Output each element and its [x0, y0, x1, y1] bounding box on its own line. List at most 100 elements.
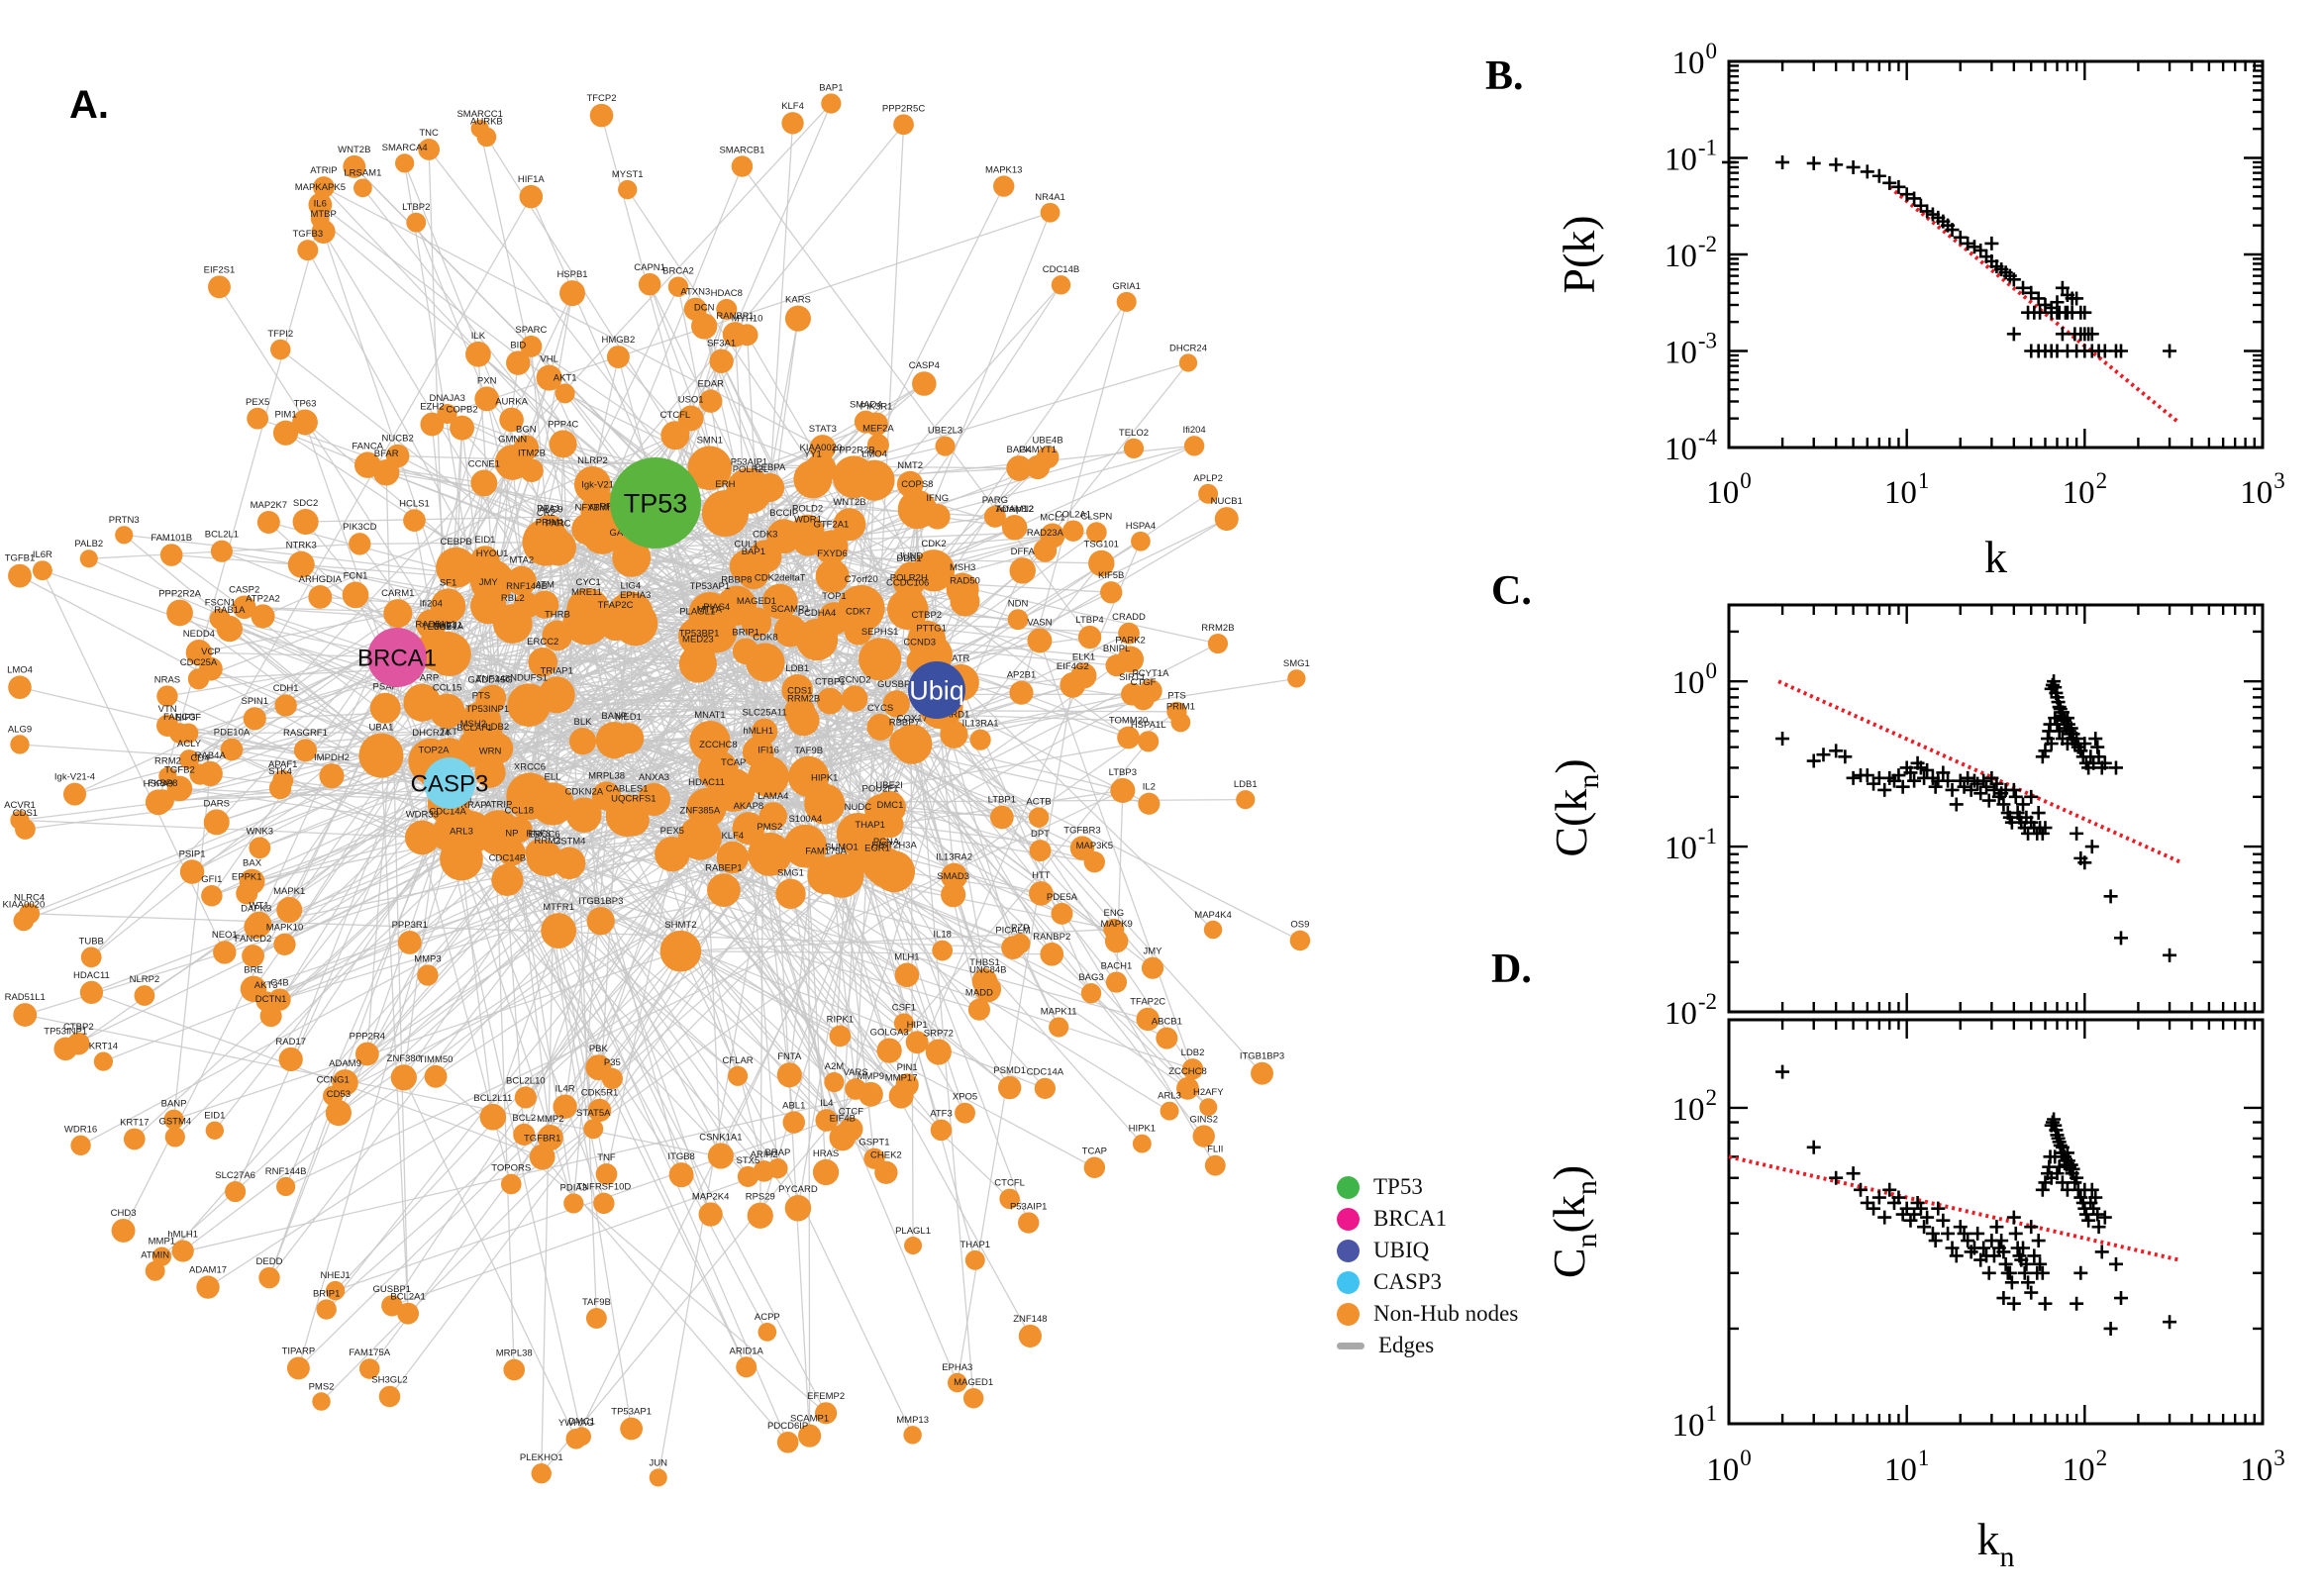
gene-node-label: EZH2 [420, 402, 444, 413]
gene-node-label: SF3A1 [707, 339, 736, 349]
svg-text:100: 100 [1706, 468, 1752, 511]
non-hub-node [903, 1426, 922, 1445]
gene-node-label: IL13RA2 [936, 852, 972, 863]
legend-label-ubiq: UBIQ [1373, 1238, 1430, 1262]
gene-node-label: TFAP2C [1130, 997, 1165, 1008]
gene-node-label: BCL2 [512, 1113, 536, 1124]
non-hub-node [941, 862, 968, 890]
non-hub-node [541, 913, 576, 948]
gene-node-label: PRIM1 [536, 517, 564, 528]
gene-node-label: ARID1A [730, 1346, 764, 1356]
gene-node-label: VASN [1027, 618, 1052, 629]
non-hub-node [1123, 438, 1145, 458]
non-hub-node [815, 1109, 839, 1132]
gene-node-label: PIM1 [274, 410, 296, 421]
non-hub-node [312, 1392, 331, 1411]
non-hub-node [500, 1173, 522, 1195]
non-hub-node [983, 505, 1006, 528]
non-hub-node [1138, 731, 1160, 752]
gene-node-label: KRT17 [120, 1118, 149, 1129]
gene-node-label: MADD [965, 988, 993, 999]
gene-node-label: DAPK3 [241, 904, 271, 915]
gene-node-label: BRE [244, 965, 263, 976]
non-hub-node [854, 410, 877, 434]
gene-node-label: GSTM4 [554, 837, 586, 848]
gene-node-label: CYCS [867, 703, 893, 714]
gene-node-label: RPS29 [746, 1192, 775, 1203]
gene-node-label: ABCB1 [1152, 1017, 1182, 1028]
gene-node-label: SCAMP1 [771, 604, 810, 615]
gene-node-label: ERCC6 [528, 830, 559, 841]
gene-node-label: TOP1 [822, 591, 847, 602]
non-hub-node [492, 604, 533, 644]
non-hub-node [677, 816, 722, 860]
gene-node-label: CDK2deltaT [755, 573, 806, 584]
gene-node-label: CCL15 [433, 682, 462, 693]
non-hub-node [758, 1323, 777, 1342]
gene-node-label: CDC14A [1027, 1067, 1064, 1078]
gene-node-label: CRADD [1112, 612, 1146, 623]
non-hub-node [1007, 609, 1029, 631]
scatter-points [1775, 1064, 2177, 1336]
gene-node-label: MNAT1 [694, 710, 726, 721]
non-hub-node [343, 154, 366, 178]
gene-node-label: PMS2 [757, 822, 782, 833]
gene-node-label: PTS [1167, 691, 1185, 702]
non-hub-node [748, 832, 792, 876]
gene-node-label: CDK3 [753, 529, 777, 540]
tick-labels: 100 101 102 103 100 10-1 10-2 10-3 10-4 [1665, 39, 2285, 511]
gene-node-label: Ifi204 [1182, 425, 1205, 436]
non-hub-node [519, 184, 544, 209]
non-hub-node [10, 735, 30, 754]
gene-node-label: NLRP2 [130, 974, 160, 985]
non-hub-node [649, 1468, 667, 1487]
gene-node-label: CHEK2 [870, 1150, 902, 1161]
non-hub-node [349, 533, 371, 555]
gene-node-label: HIP1 [907, 1020, 928, 1031]
gene-node-label: TRIAP1 [541, 665, 573, 676]
gene-node-label: PRTN3 [109, 515, 140, 526]
gene-node-label: JMY [479, 577, 499, 588]
non-hub-node [1001, 515, 1028, 541]
non-hub-node [573, 465, 612, 504]
non-hub-node [1118, 622, 1140, 645]
non-hub-node [115, 526, 134, 545]
gene-node-label: CEBPB [441, 537, 472, 548]
non-hub-node [866, 434, 889, 456]
gene-node-label: UNC84B [969, 965, 1007, 976]
non-hub-node [589, 103, 614, 128]
gene-node-label: XRCC6 [514, 762, 546, 773]
gene-node-label: UBA1 [369, 723, 394, 734]
non-hub-node [1018, 1212, 1040, 1234]
non-hub-node [32, 560, 52, 581]
non-hub-node [1086, 522, 1107, 543]
svg-text:103: 103 [2240, 1446, 2285, 1488]
svg-text:102: 102 [2063, 468, 2108, 511]
non-hub-node [316, 1299, 337, 1320]
gene-node-label: ATMIN [141, 1250, 169, 1261]
gene-node-label: THAP1 [855, 820, 885, 831]
non-hub-node [696, 612, 738, 653]
network-hubs: TP53 BRCA1 CASP3 Ubiq [357, 457, 965, 809]
non-hub-node [417, 964, 439, 986]
gene-node-label: HDAC11 [73, 970, 110, 981]
non-hub-node [667, 276, 689, 297]
gene-node-label: PPP2R5C [882, 103, 925, 114]
non-hub-node [618, 179, 638, 200]
gene-node-label: TOP2A [419, 746, 451, 756]
gene-node-label: MRPL38 [588, 770, 625, 781]
non-hub-node [755, 472, 785, 503]
gene-node-label: PDCD6IP [767, 1421, 808, 1432]
non-hub-node [888, 1083, 914, 1109]
non-hub-node [474, 386, 500, 412]
non-hub-node [689, 720, 731, 762]
non-hub-node [699, 389, 723, 413]
non-hub-node [292, 409, 318, 436]
gene-node-label: TNFRSF10D [576, 1182, 631, 1193]
gene-node-label: ACLY [177, 739, 202, 749]
gene-node-label: AURKA [495, 397, 528, 408]
gene-node-label: THAP1 [960, 1240, 990, 1250]
non-hub-node [278, 1047, 303, 1072]
non-hub-node [707, 873, 741, 907]
gene-node-label: TGFB3 [293, 229, 324, 240]
